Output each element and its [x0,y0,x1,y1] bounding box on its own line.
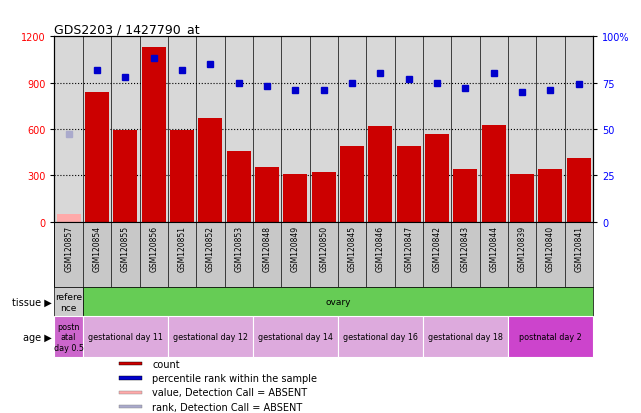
Text: percentile rank within the sample: percentile rank within the sample [153,373,317,383]
Bar [283,174,308,222]
Text: ovary: ovary [325,298,351,306]
Bar [508,316,593,358]
Text: gestational day 16: gestational day 16 [343,332,418,342]
Bar [369,126,392,222]
Bar [170,131,194,222]
Bar [119,362,142,365]
Bar [113,131,137,222]
Text: gestational day 14: gestational day 14 [258,332,333,342]
Bar [119,377,142,380]
Text: postn
atal
day 0.5: postn atal day 0.5 [54,322,84,352]
Text: GSM120852: GSM120852 [206,225,215,271]
Text: value, Detection Call = ABSENT: value, Detection Call = ABSENT [153,387,308,397]
Text: postnatal day 2: postnatal day 2 [519,332,582,342]
Bar [338,316,423,358]
Bar [119,405,142,408]
Bar [453,170,478,222]
Text: GSM120845: GSM120845 [347,225,356,271]
Bar [253,316,338,358]
Bar [567,159,591,222]
Text: GSM120839: GSM120839 [517,225,526,271]
Bar [510,175,534,222]
Text: GSM120851: GSM120851 [178,225,187,271]
Text: refere
nce: refere nce [55,292,82,312]
Text: GSM120848: GSM120848 [263,225,272,271]
Bar [227,151,251,222]
Bar [312,173,336,222]
Bar [83,316,168,358]
Text: GSM120856: GSM120856 [149,225,158,271]
Bar [423,316,508,358]
Bar [54,288,83,316]
Text: GSM120841: GSM120841 [574,225,583,271]
Text: GSM120855: GSM120855 [121,225,130,271]
Bar [119,391,142,394]
Bar [142,48,166,222]
Bar [481,126,506,222]
Text: GSM120853: GSM120853 [234,225,243,271]
Text: GSM120849: GSM120849 [291,225,300,271]
Text: GSM120854: GSM120854 [92,225,101,271]
Text: GSM120843: GSM120843 [461,225,470,271]
Text: rank, Detection Call = ABSENT: rank, Detection Call = ABSENT [153,402,303,412]
Bar [425,134,449,222]
Text: gestational day 11: gestational day 11 [88,332,163,342]
Bar [56,214,81,222]
Bar [198,119,222,222]
Text: GSM120847: GSM120847 [404,225,413,271]
Text: gestational day 12: gestational day 12 [173,332,248,342]
Bar [54,316,83,358]
Text: GSM120850: GSM120850 [319,225,328,271]
Bar [168,316,253,358]
Text: GSM120840: GSM120840 [546,225,555,271]
Bar [538,170,562,222]
Text: gestational day 18: gestational day 18 [428,332,503,342]
Text: GDS2203 / 1427790_at: GDS2203 / 1427790_at [54,23,200,36]
Bar [85,93,109,222]
Text: GSM120857: GSM120857 [64,225,73,271]
Text: GSM120842: GSM120842 [433,225,442,271]
Bar [255,168,279,222]
Text: count: count [153,359,180,369]
Text: GSM120846: GSM120846 [376,225,385,271]
Text: age ▶: age ▶ [22,332,51,342]
Bar [340,147,364,222]
Text: GSM120844: GSM120844 [489,225,498,271]
Text: tissue ▶: tissue ▶ [12,297,51,307]
Bar [397,147,420,222]
